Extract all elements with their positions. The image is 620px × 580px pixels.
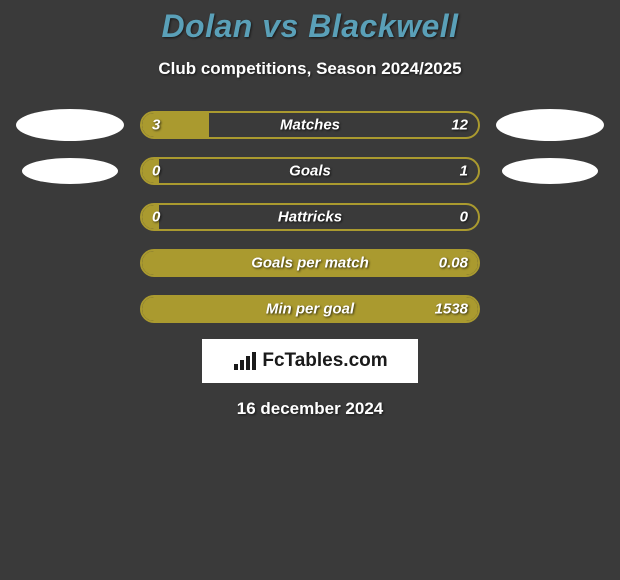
- player-badge-left: [16, 109, 124, 141]
- stat-value-right: 1538: [435, 301, 468, 318]
- stat-value-left: 0: [152, 209, 160, 226]
- stat-value-right: 1: [460, 163, 468, 180]
- stat-value-right: 0.08: [439, 255, 468, 272]
- right-badge-slot: [480, 158, 620, 184]
- left-badge-slot: [0, 158, 140, 184]
- stat-label: Goals per match: [251, 255, 369, 272]
- stat-bar: 0 Hattricks 0: [140, 203, 480, 231]
- stat-bar: 3 Matches 12: [140, 111, 480, 139]
- stat-bar: Min per goal 1538: [140, 295, 480, 323]
- player-badge-left: [22, 158, 118, 184]
- right-badge-slot: [480, 109, 620, 141]
- stat-rows: 3 Matches 12 0 Goals 1: [0, 109, 620, 325]
- stat-value-left: 0: [152, 163, 160, 180]
- brand-text: FcTables.com: [262, 350, 387, 372]
- stat-label: Matches: [280, 117, 340, 134]
- stat-row-goals: 0 Goals 1: [0, 155, 620, 187]
- stat-value-left: 3: [152, 117, 160, 134]
- stat-label: Min per goal: [266, 301, 354, 318]
- brand-inner: FcTables.com: [232, 350, 387, 372]
- stat-label: Goals: [289, 163, 331, 180]
- page-title: Dolan vs Blackwell: [0, 8, 620, 45]
- subtitle: Club competitions, Season 2024/2025: [0, 59, 620, 79]
- stat-value-right: 0: [460, 209, 468, 226]
- stat-value-right: 12: [451, 117, 468, 134]
- stat-label: Hattricks: [278, 209, 342, 226]
- stat-bar: Goals per match 0.08: [140, 249, 480, 277]
- brand-badge: FcTables.com: [202, 339, 418, 383]
- left-badge-slot: [0, 109, 140, 141]
- stat-row-matches: 3 Matches 12: [0, 109, 620, 141]
- stat-bar: 0 Goals 1: [140, 157, 480, 185]
- stat-row-hattricks: 0 Hattricks 0: [0, 201, 620, 233]
- date-line: 16 december 2024: [0, 399, 620, 419]
- comparison-widget: Dolan vs Blackwell Club competitions, Se…: [0, 0, 620, 419]
- player-badge-right: [496, 109, 604, 141]
- stat-row-goals-per-match: Goals per match 0.08: [0, 247, 620, 279]
- chart-bars-icon: [232, 350, 258, 372]
- player-badge-right: [502, 158, 598, 184]
- stat-row-min-per-goal: Min per goal 1538: [0, 293, 620, 325]
